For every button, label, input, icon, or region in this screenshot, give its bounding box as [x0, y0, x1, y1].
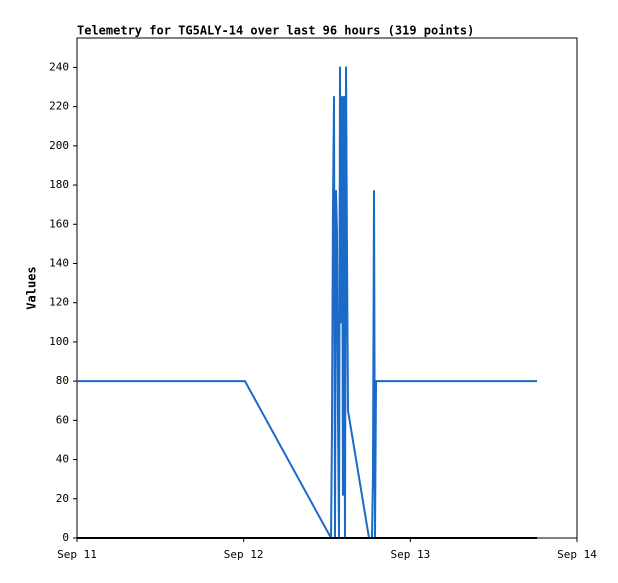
y-tick-label: 0 — [62, 531, 69, 544]
y-tick-label: 40 — [56, 453, 69, 466]
x-tick-label: Sep 13 — [390, 548, 430, 561]
y-tick-label: 140 — [49, 256, 69, 269]
y-tick-label: 240 — [49, 60, 69, 73]
x-tick-label: Sep 14 — [557, 548, 597, 561]
y-tick-label: 220 — [49, 100, 69, 113]
y-tick-label: 80 — [56, 374, 69, 387]
y-tick-label: 60 — [56, 413, 69, 426]
y-tick-label: 100 — [49, 335, 69, 348]
y-axis-label: Values — [25, 266, 39, 309]
chart-title: Telemetry for TG5ALY-14 over last 96 hou… — [77, 24, 474, 38]
y-tick-label: 20 — [56, 492, 69, 505]
x-tick-label: Sep 12 — [224, 548, 264, 561]
y-tick-label: 120 — [49, 296, 69, 309]
series-line — [77, 66, 537, 539]
y-tick-label: 160 — [49, 217, 69, 230]
y-tick-label: 200 — [49, 139, 69, 152]
y-tick-label: 180 — [49, 178, 69, 191]
x-tick-label: Sep 11 — [57, 548, 97, 561]
plot-frame — [76, 37, 578, 539]
